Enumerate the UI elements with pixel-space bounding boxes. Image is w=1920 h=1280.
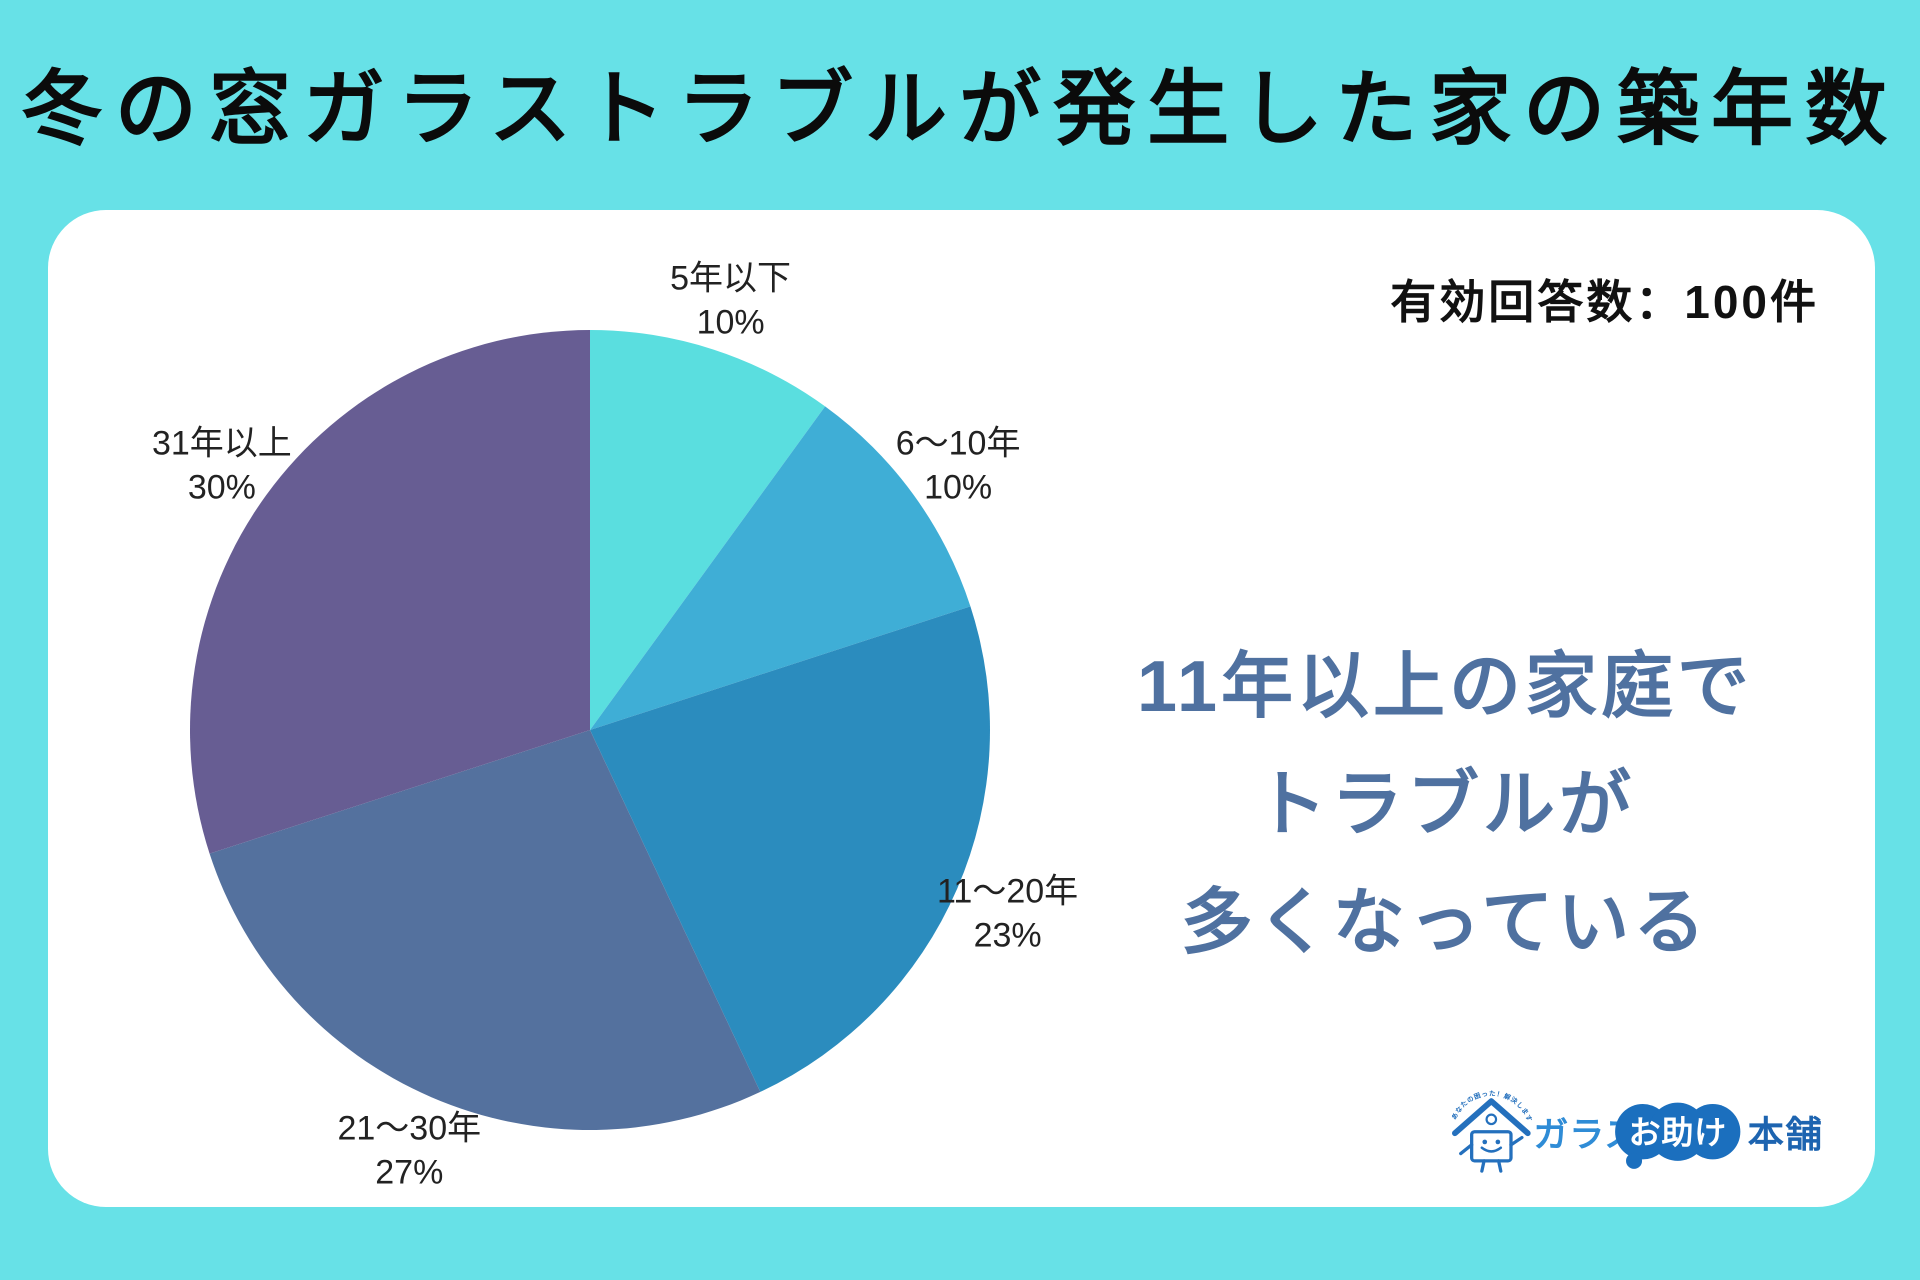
logo-word-honpo: 本舗 [1748,1114,1824,1155]
callout-line-2: トラブルが [1254,765,1635,845]
chart-card: 有効回答数：100件 11年以上の家庭で トラブルが 多くなっている あなたの困… [48,210,1875,1207]
brand-logo-graphic: あなたの困った！解決します ガラス [1449,1090,1824,1173]
callout-line-1: 11年以上の家庭で [1136,647,1754,727]
response-count-label: 有効回答数：100件 [1390,276,1819,328]
brand-logo: あなたの困った！解決します ガラス [1449,1082,1827,1180]
logo-cloud-badge: お助け [1615,1102,1741,1169]
logo-word-otasuke: お助け [1629,1114,1727,1150]
page-title: 冬の窓ガラストラブルが発生した家の築年数 [20,63,1900,155]
callout-text: 11年以上の家庭で トラブルが 多くなっている [1100,628,1790,982]
house-mascot-icon: あなたの困った！解決します [1449,1090,1533,1173]
callout-line-3: 多くなっている [1180,883,1710,963]
